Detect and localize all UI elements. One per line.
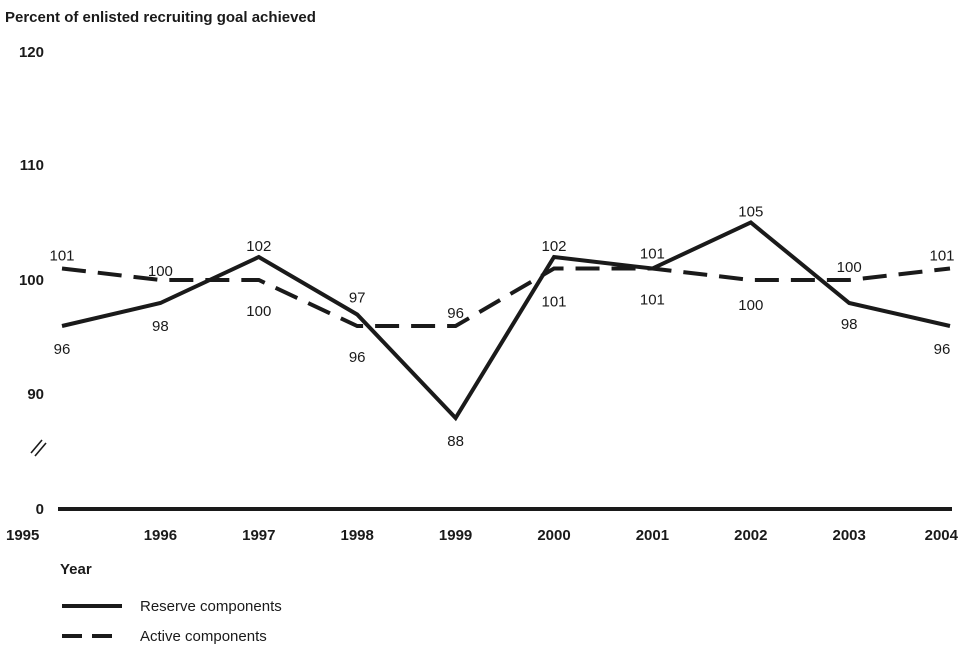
- y-tick-label: 100: [19, 272, 44, 289]
- data-label: 96: [349, 349, 366, 366]
- data-label: 102: [246, 238, 271, 255]
- axis-break-icon: [30, 439, 47, 457]
- data-label: 101: [49, 248, 74, 265]
- x-tick-label: 1998: [341, 527, 374, 544]
- x-tick-label: 2001: [636, 527, 669, 544]
- data-label: 100: [148, 263, 173, 280]
- y-tick-label: 90: [27, 386, 44, 403]
- data-label: 105: [738, 204, 763, 221]
- y-axis-title: Percent of enlisted recruiting goal achi…: [5, 9, 316, 26]
- data-label: 101: [929, 248, 954, 265]
- x-tick-label: 1997: [242, 527, 275, 544]
- x-tick-label: 1999: [439, 527, 472, 544]
- y-tick-label: 110: [20, 157, 44, 174]
- data-label: 96: [54, 341, 71, 358]
- data-label: 101: [541, 294, 566, 311]
- data-label: 96: [934, 341, 951, 358]
- y-tick-label: 0: [36, 501, 44, 518]
- data-label: 100: [837, 259, 862, 276]
- x-tick-label: 2000: [537, 527, 570, 544]
- data-label: 100: [738, 297, 763, 314]
- reserve-components-line: [61, 220, 951, 422]
- data-label: 98: [152, 318, 169, 335]
- data-label: 88: [447, 433, 464, 450]
- x-tick-label: 2004: [925, 527, 959, 544]
- data-label: 97: [349, 290, 366, 307]
- data-label: 100: [246, 303, 271, 320]
- x-tick-label: 2002: [734, 527, 767, 544]
- y-tick-label: 120: [19, 44, 44, 61]
- data-label: 96: [447, 305, 464, 322]
- data-label: 101: [640, 246, 665, 263]
- legend-label: Active components: [140, 628, 267, 645]
- legend-label: Reserve components: [140, 598, 282, 615]
- x-tick-label: 2003: [833, 527, 866, 544]
- data-label: 102: [541, 238, 566, 255]
- x-axis-title: Year: [60, 561, 92, 578]
- x-tick-label: 1996: [144, 527, 177, 544]
- data-label: 98: [841, 316, 858, 333]
- data-label: 101: [640, 292, 665, 309]
- active-components-line: [61, 266, 951, 328]
- x-tick-label: 1995: [6, 527, 39, 544]
